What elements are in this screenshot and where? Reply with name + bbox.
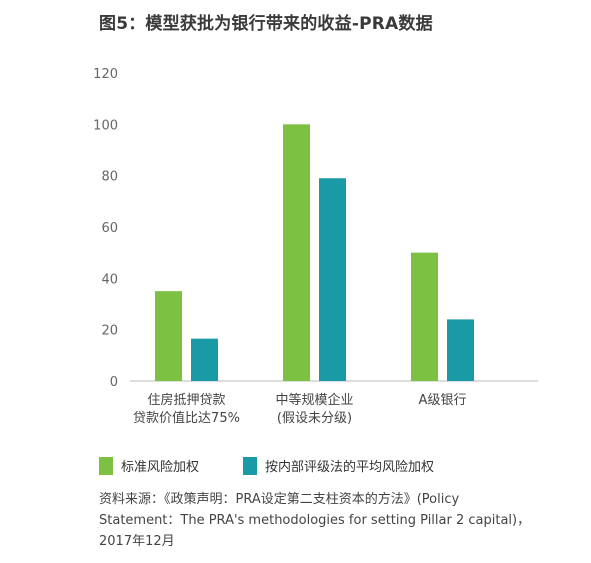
legend-label-irb: 按内部评级法的平均风险加权: [265, 460, 435, 475]
y-tick-label: 100: [93, 118, 118, 133]
bar-irb-2: [447, 319, 474, 381]
legend-item-standard: 标准风险加权: [99, 456, 199, 475]
category-label: 贷款价值比达75%: [133, 410, 240, 426]
bar-irb-0: [191, 338, 218, 381]
category-label: 住房抵押贷款: [147, 392, 225, 408]
y-tick-label: 80: [101, 170, 118, 185]
category-label: (假设未分级): [277, 411, 352, 426]
y-tick-label: 40: [101, 272, 118, 287]
source-line-2: Statement：The PRA's methodologies for se…: [99, 513, 531, 528]
legend-item-irb: 按内部评级法的平均风险加权: [243, 456, 434, 475]
y-tick-label: 20: [101, 324, 118, 339]
y-tick-label: 120: [93, 67, 118, 82]
y-tick-label: 0: [110, 375, 118, 390]
bars: [155, 124, 474, 381]
bar-standard-0: [155, 291, 182, 381]
source-note: 资料来源：《政策声明：PRA设定第二支柱资本的方法》(Policy Statem…: [99, 489, 559, 552]
bar-irb-1: [319, 178, 346, 381]
category-label: 中等规模企业: [275, 392, 353, 408]
y-axis-ticks: 0 20 40 60 80 100 120: [93, 67, 118, 390]
legend-swatch-irb: [243, 456, 257, 475]
source-line-1: 资料来源：《政策声明：PRA设定第二支柱资本的方法》(Policy: [99, 492, 460, 507]
bar-standard-2: [411, 252, 438, 381]
source-line-3: 2017年12月: [99, 534, 175, 549]
category-label: A级银行: [419, 393, 467, 408]
chart-title: 图5：模型获批为银行带来的收益-PRA数据: [99, 14, 433, 34]
bar-standard-1: [283, 124, 310, 381]
legend-label-standard: 标准风险加权: [121, 460, 200, 475]
y-tick-label: 60: [101, 221, 118, 236]
legend-swatch-standard: [99, 456, 113, 475]
